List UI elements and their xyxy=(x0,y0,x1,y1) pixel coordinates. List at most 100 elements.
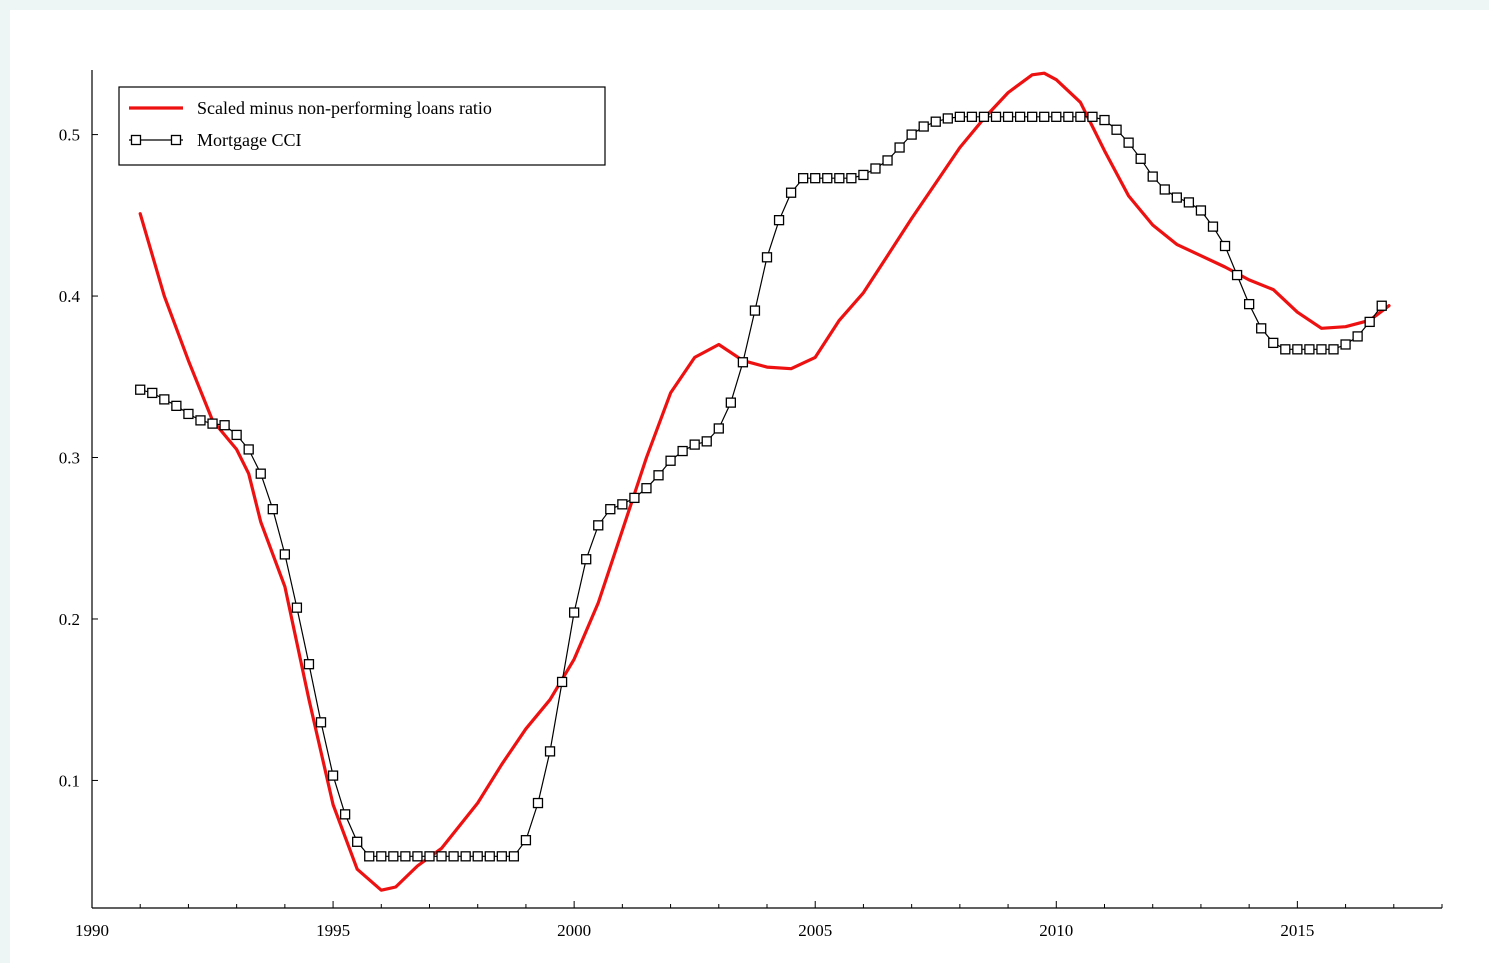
data-point-marker xyxy=(1364,316,1375,328)
data-point-marker xyxy=(846,173,857,184)
data-point-marker xyxy=(219,420,230,431)
legend-label: Mortgage CCI xyxy=(197,130,301,150)
data-point-marker xyxy=(1207,221,1219,232)
legend-item: Mortgage CCI xyxy=(129,130,301,150)
data-point-marker xyxy=(1135,153,1146,164)
data-point-marker xyxy=(1280,344,1291,355)
data-point-marker xyxy=(810,173,821,184)
data-point-marker xyxy=(677,445,688,457)
data-point-marker xyxy=(1231,269,1243,281)
data-point-marker xyxy=(629,492,640,504)
data-point-marker xyxy=(364,851,375,862)
data-point-marker xyxy=(798,173,809,184)
data-point-marker xyxy=(1159,184,1170,195)
data-point-marker xyxy=(1063,111,1074,122)
data-point-marker xyxy=(1219,240,1231,252)
data-point-marker xyxy=(267,504,278,515)
data-point-marker xyxy=(1123,137,1134,148)
legend-label: Scaled minus non-performing loans ratio xyxy=(197,98,492,118)
data-point-marker xyxy=(460,851,471,862)
data-point-marker xyxy=(990,111,1002,122)
data-point-marker xyxy=(1376,300,1387,311)
data-point-marker xyxy=(159,394,170,405)
data-point-marker xyxy=(653,470,664,481)
legend-item: Scaled minus non-performing loans ratio xyxy=(129,98,492,118)
data-point-marker xyxy=(942,113,953,124)
data-point-marker xyxy=(352,836,363,847)
data-point-marker xyxy=(327,770,339,781)
data-point-marker xyxy=(1099,114,1110,126)
data-point-marker xyxy=(1147,171,1158,182)
series-1 xyxy=(135,111,1387,862)
data-point-marker xyxy=(978,111,990,122)
data-point-marker xyxy=(725,397,736,408)
data-point-marker xyxy=(1268,337,1279,349)
y-tick-label: 0.4 xyxy=(59,287,81,306)
chart-frame: 0.1 0.2 0.3 0.4 0.5 1990 1995 2000 2005 2010 2015 … xyxy=(10,10,1489,963)
data-point-marker xyxy=(834,173,845,184)
data-point-marker xyxy=(484,851,495,862)
data-point-marker xyxy=(436,851,447,862)
data-point-marker xyxy=(1328,344,1339,355)
data-point-marker xyxy=(1304,344,1315,355)
data-point-marker xyxy=(412,851,423,862)
data-point-marker xyxy=(400,851,411,862)
data-point-marker xyxy=(243,444,254,455)
data-point-marker xyxy=(701,436,712,447)
y-tick-label: 0.2 xyxy=(59,610,80,629)
x-tick-label: 1990 xyxy=(75,921,109,940)
data-point-marker xyxy=(231,429,242,441)
data-point-marker xyxy=(195,415,206,426)
data-point-marker xyxy=(713,423,724,434)
data-point-marker xyxy=(773,215,785,226)
data-point-marker xyxy=(761,252,773,263)
axes: 0.1 0.2 0.3 0.4 0.5 1990 1995 2000 2005 2010 2015 xyxy=(59,70,1443,940)
legend-marker xyxy=(130,134,142,146)
series-layer xyxy=(135,71,1391,892)
data-point-marker xyxy=(593,520,604,531)
data-point-marker xyxy=(1002,111,1014,122)
data-point-marker xyxy=(966,111,978,122)
data-point-marker xyxy=(870,163,881,174)
legend: Scaled minus non-performing loans ratio M… xyxy=(118,86,606,166)
data-point-marker xyxy=(641,483,652,494)
data-point-marker xyxy=(1027,111,1038,122)
data-point-marker xyxy=(339,809,351,820)
data-point-marker xyxy=(424,851,435,862)
legend-box xyxy=(118,86,606,166)
data-point-marker xyxy=(906,129,917,140)
y-tick-label: 0.5 xyxy=(59,126,80,145)
data-point-marker xyxy=(1256,323,1267,334)
data-point-marker xyxy=(183,408,194,420)
data-point-marker xyxy=(1075,111,1086,122)
data-point-marker xyxy=(448,851,459,862)
data-point-marker xyxy=(1195,205,1207,216)
data-point-marker xyxy=(532,797,544,809)
data-point-marker xyxy=(544,746,556,757)
data-point-marker xyxy=(1171,192,1182,203)
x-tick-label: 2010 xyxy=(1039,921,1073,940)
data-point-marker xyxy=(171,400,182,411)
x-tick-label: 2005 xyxy=(798,921,832,940)
data-point-marker xyxy=(376,851,387,862)
data-point-marker xyxy=(617,499,628,510)
data-point-marker xyxy=(279,549,291,560)
data-point-marker xyxy=(894,142,905,153)
data-point-marker xyxy=(882,155,893,166)
data-point-marker xyxy=(1292,344,1303,355)
data-point-marker xyxy=(556,676,568,688)
data-point-marker xyxy=(1051,111,1062,122)
x-tick-label: 2015 xyxy=(1280,921,1314,940)
data-point-marker xyxy=(520,835,532,846)
data-point-marker xyxy=(568,607,580,618)
x-tick-label: 1995 xyxy=(316,921,350,940)
data-point-marker xyxy=(147,387,158,399)
data-point-marker xyxy=(315,717,327,728)
data-point-marker xyxy=(1111,124,1122,135)
data-point-marker xyxy=(785,187,797,198)
data-point-marker xyxy=(858,169,869,181)
data-point-marker xyxy=(737,357,749,368)
data-point-marker xyxy=(472,851,483,862)
legend-marker xyxy=(170,134,182,146)
data-point-marker xyxy=(1039,111,1050,122)
